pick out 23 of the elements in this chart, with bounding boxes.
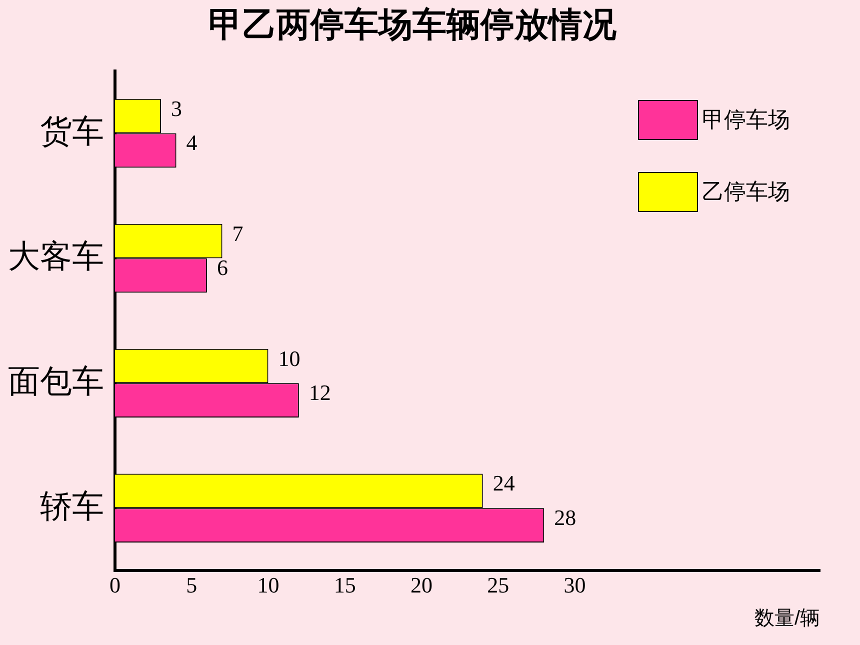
x-tick-label: 0 — [110, 572, 120, 598]
x-axis-title: 数量/辆 — [754, 608, 820, 630]
data-label: 4 — [186, 130, 198, 156]
y-tick-label: 货车 — [40, 113, 104, 150]
x-tick-label: 20 — [410, 572, 433, 598]
x-tick-label: 5 — [186, 572, 198, 598]
data-label: 6 — [216, 255, 228, 280]
y-tick-label: 轿车 — [40, 488, 104, 524]
y-tick-label: 面包车 — [8, 363, 104, 400]
x-tick-label: 25 — [487, 572, 510, 598]
x-tick-label: 10 — [257, 572, 280, 598]
x-tick-label: 30 — [564, 572, 586, 598]
x-tick-label: 15 — [334, 572, 356, 598]
data-label: 10 — [278, 346, 300, 371]
legend-label: 甲停车场 — [702, 107, 790, 135]
chart-title: 甲乙两停车场车辆停放情况 — [208, 6, 618, 44]
data-label: 24 — [492, 470, 515, 496]
data-label: 28 — [554, 505, 576, 530]
legend-label: 乙停车场 — [702, 179, 790, 207]
data-label: 12 — [308, 380, 331, 406]
y-tick-label: 大客车 — [8, 238, 104, 274]
data-label: 7 — [232, 220, 244, 246]
data-label: 3 — [170, 96, 182, 121]
